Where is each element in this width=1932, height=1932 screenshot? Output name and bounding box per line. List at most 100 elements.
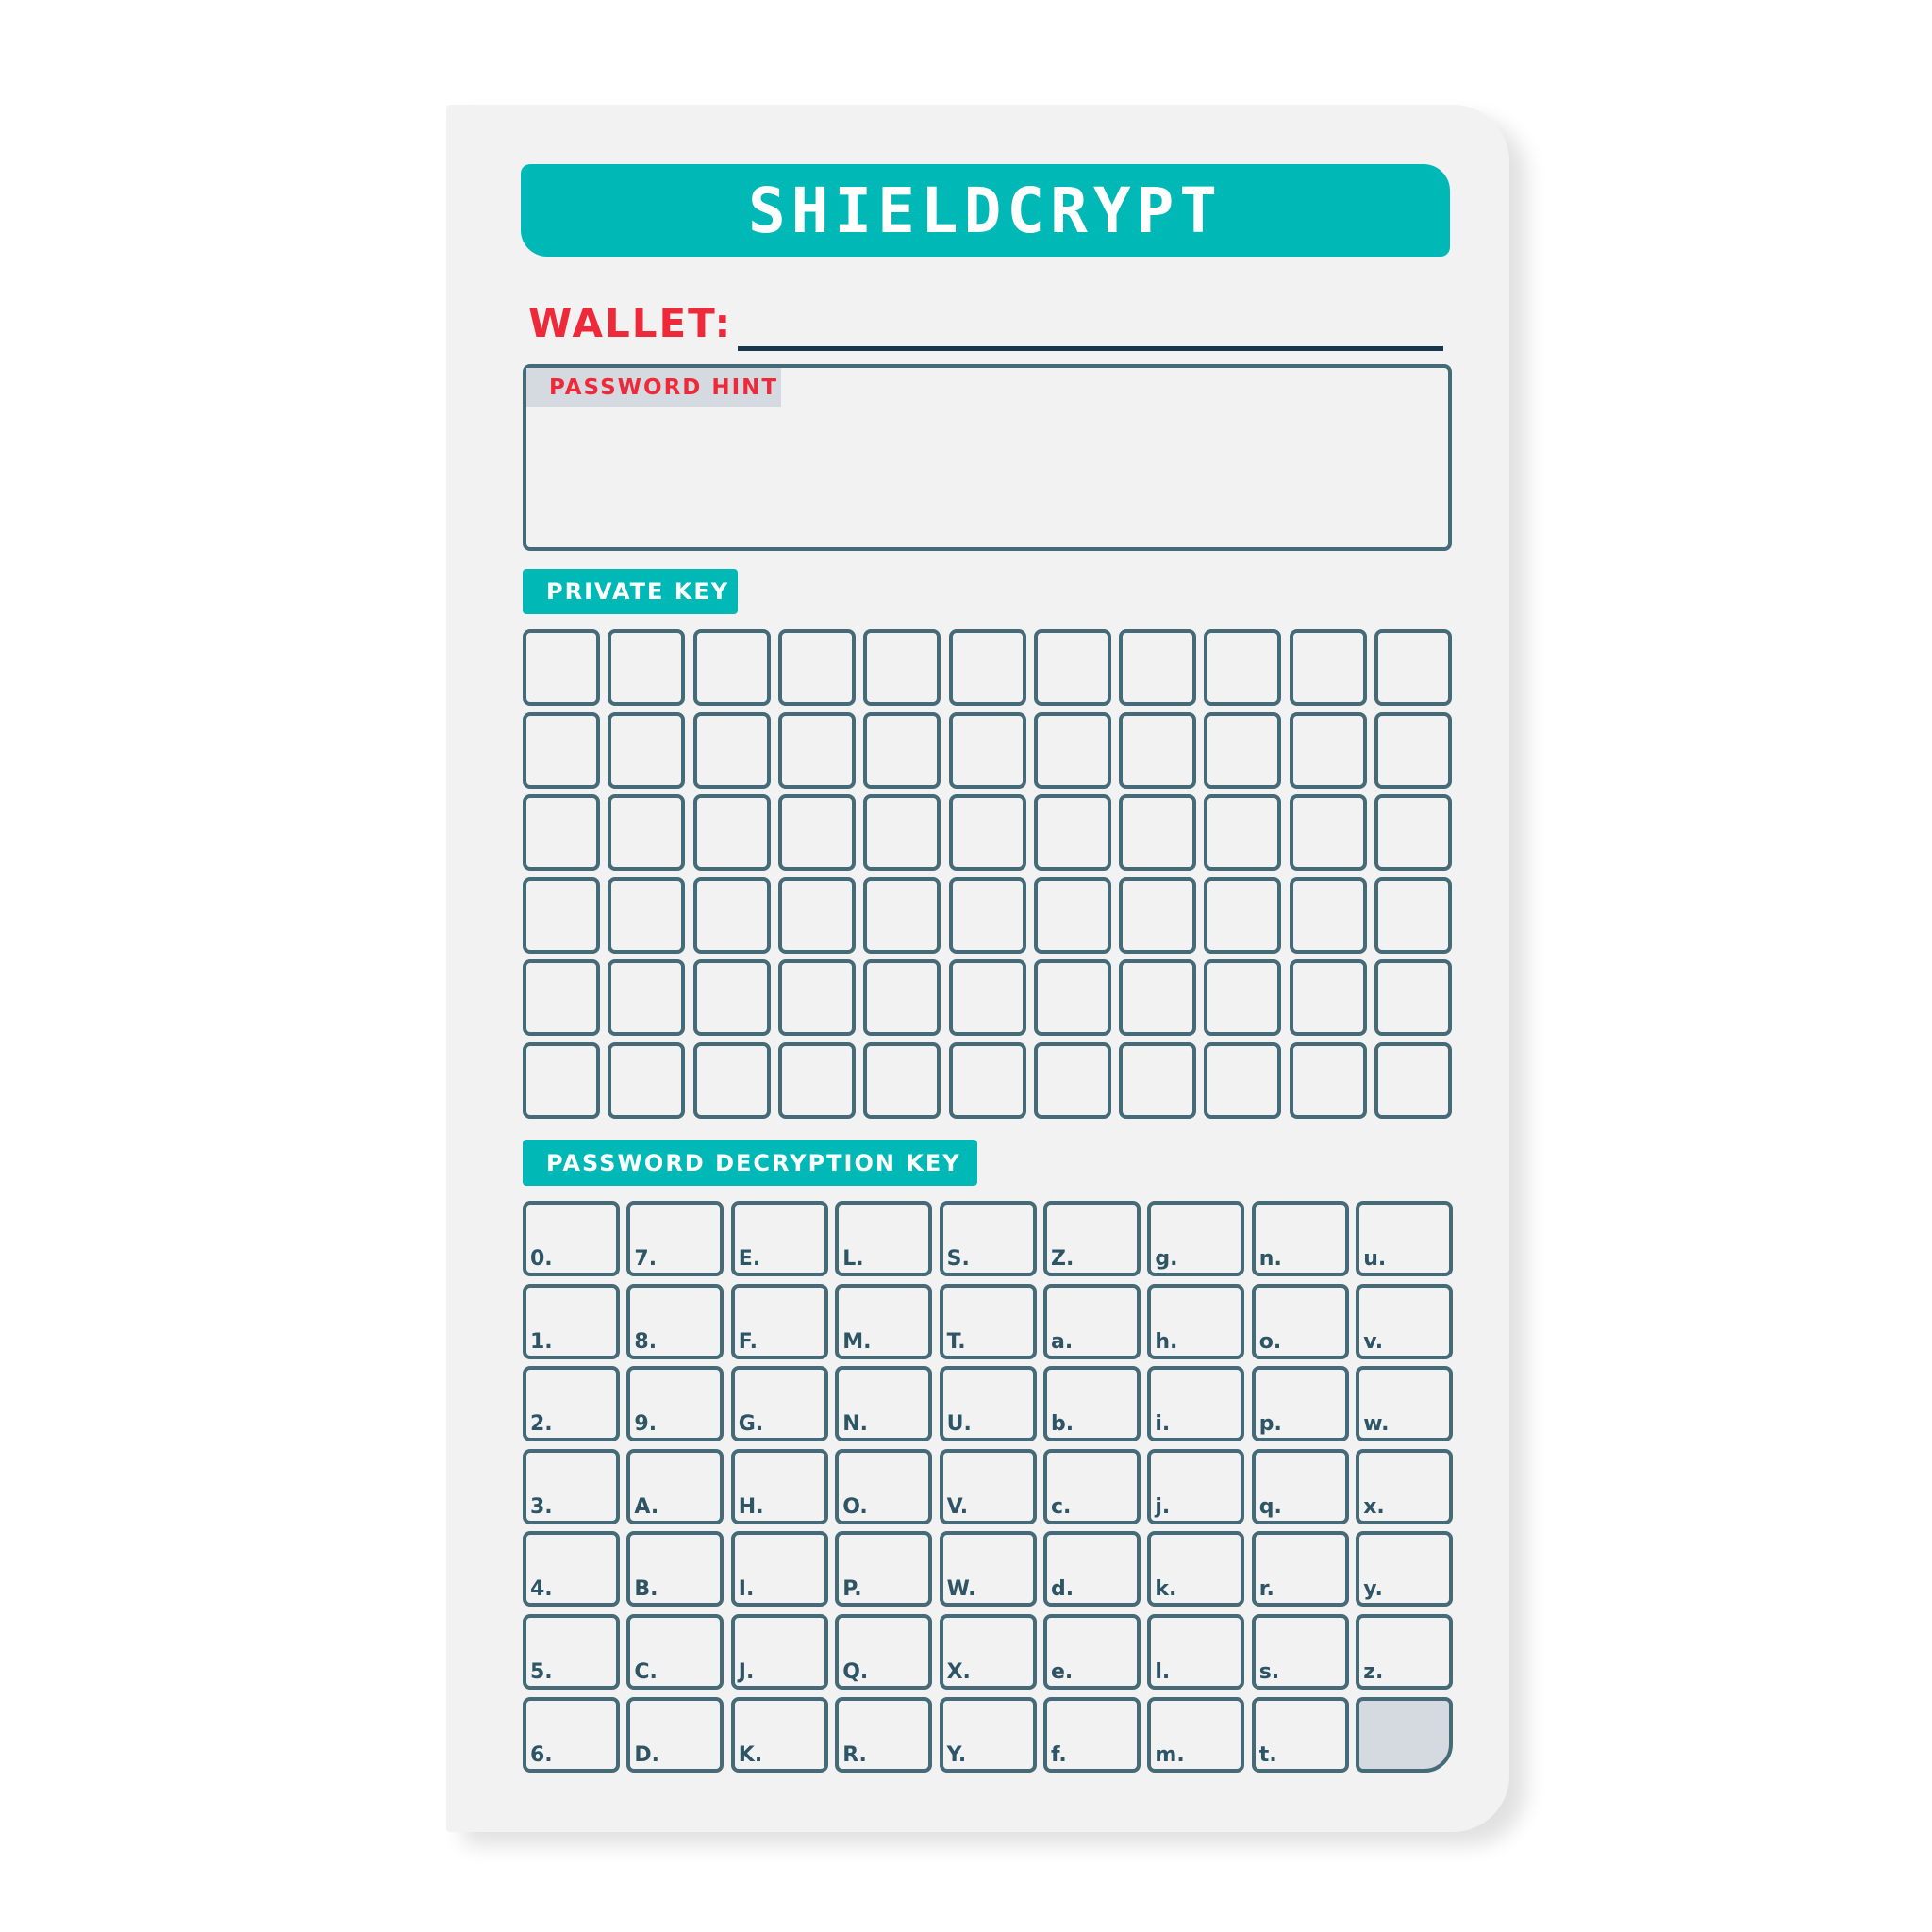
decryption-key-cell[interactable]: 5. <box>523 1614 620 1690</box>
decryption-key-cell[interactable]: 2. <box>523 1366 620 1442</box>
decryption-key-cell[interactable]: X. <box>939 1614 1037 1690</box>
decryption-key-cell[interactable]: R. <box>835 1696 933 1773</box>
private-key-cell[interactable] <box>777 711 856 789</box>
private-key-cell[interactable] <box>777 794 856 871</box>
private-key-cell[interactable] <box>1374 711 1452 789</box>
private-key-cell[interactable] <box>948 876 1026 954</box>
decryption-key-cell[interactable]: O. <box>835 1448 933 1524</box>
private-key-cell[interactable] <box>1289 1041 1367 1119</box>
private-key-cell[interactable] <box>777 629 856 706</box>
private-key-cell[interactable] <box>948 959 1026 1036</box>
decryption-key-cell[interactable]: r. <box>1251 1531 1349 1607</box>
private-key-cell[interactable] <box>1204 711 1282 789</box>
decryption-key-cell[interactable]: p. <box>1251 1366 1349 1442</box>
decryption-key-cell[interactable]: 8. <box>626 1283 724 1359</box>
private-key-cell[interactable] <box>1289 629 1367 706</box>
decryption-key-cell[interactable]: f. <box>1043 1696 1141 1773</box>
private-key-cell[interactable] <box>608 1041 686 1119</box>
private-key-cell[interactable] <box>1289 876 1367 954</box>
decryption-key-cell[interactable]: o. <box>1251 1283 1349 1359</box>
private-key-cell[interactable] <box>948 794 1026 871</box>
private-key-cell[interactable] <box>692 1041 771 1119</box>
private-key-cell[interactable] <box>692 629 771 706</box>
decryption-key-cell[interactable]: 7. <box>626 1201 724 1276</box>
decryption-key-cell[interactable]: T. <box>939 1283 1037 1359</box>
decryption-key-cell[interactable] <box>1356 1696 1454 1773</box>
private-key-cell[interactable] <box>1033 1041 1111 1119</box>
decryption-key-cell[interactable]: S. <box>939 1201 1037 1276</box>
private-key-cell[interactable] <box>692 959 771 1036</box>
decryption-key-cell[interactable]: l. <box>1147 1614 1245 1690</box>
decryption-key-cell[interactable]: G. <box>730 1366 828 1442</box>
decryption-key-cell[interactable]: U. <box>939 1366 1037 1442</box>
decryption-key-cell[interactable]: D. <box>626 1696 724 1773</box>
decryption-key-cell[interactable]: z. <box>1356 1614 1454 1690</box>
private-key-cell[interactable] <box>1119 1041 1197 1119</box>
private-key-cell[interactable] <box>777 876 856 954</box>
private-key-cell[interactable] <box>1033 794 1111 871</box>
decryption-key-cell[interactable]: Z. <box>1043 1201 1141 1276</box>
private-key-cell[interactable] <box>948 711 1026 789</box>
private-key-cell[interactable] <box>863 711 941 789</box>
decryption-key-cell[interactable]: d. <box>1043 1531 1141 1607</box>
decryption-key-cell[interactable]: s. <box>1251 1614 1349 1690</box>
private-key-cell[interactable] <box>523 711 600 789</box>
private-key-cell[interactable] <box>1204 876 1282 954</box>
private-key-cell[interactable] <box>1289 794 1367 871</box>
password-hint-box[interactable]: PASSWORD HINT <box>523 364 1452 551</box>
private-key-cell[interactable] <box>1374 794 1452 871</box>
decryption-key-cell[interactable]: J. <box>730 1614 828 1690</box>
private-key-cell[interactable] <box>1033 876 1111 954</box>
private-key-cell[interactable] <box>1289 959 1367 1036</box>
decryption-key-cell[interactable]: m. <box>1147 1696 1245 1773</box>
private-key-cell[interactable] <box>692 711 771 789</box>
private-key-cell[interactable] <box>1119 794 1197 871</box>
private-key-cell[interactable] <box>863 959 941 1036</box>
decryption-key-cell[interactable]: W. <box>939 1531 1037 1607</box>
decryption-key-cell[interactable]: P. <box>835 1531 933 1607</box>
private-key-cell[interactable] <box>1119 629 1197 706</box>
private-key-cell[interactable] <box>1033 959 1111 1036</box>
private-key-cell[interactable] <box>1374 1041 1452 1119</box>
private-key-cell[interactable] <box>777 959 856 1036</box>
decryption-key-cell[interactable]: a. <box>1043 1283 1141 1359</box>
decryption-key-cell[interactable]: L. <box>835 1201 933 1276</box>
private-key-cell[interactable] <box>523 959 600 1036</box>
decryption-key-cell[interactable]: 3. <box>523 1448 620 1524</box>
decryption-key-cell[interactable]: 1. <box>523 1283 620 1359</box>
decryption-key-cell[interactable]: y. <box>1356 1531 1454 1607</box>
private-key-cell[interactable] <box>948 629 1026 706</box>
decryption-key-cell[interactable]: K. <box>730 1696 828 1773</box>
decryption-key-cell[interactable]: M. <box>835 1283 933 1359</box>
decryption-key-cell[interactable]: E. <box>730 1201 828 1276</box>
wallet-field[interactable] <box>738 346 1443 351</box>
private-key-cell[interactable] <box>948 1041 1026 1119</box>
decryption-key-cell[interactable]: w. <box>1356 1366 1454 1442</box>
decryption-key-cell[interactable]: 0. <box>523 1201 620 1276</box>
decryption-key-cell[interactable]: n. <box>1251 1201 1349 1276</box>
private-key-cell[interactable] <box>1119 959 1197 1036</box>
decryption-key-cell[interactable]: e. <box>1043 1614 1141 1690</box>
private-key-cell[interactable] <box>1204 794 1282 871</box>
decryption-key-cell[interactable]: c. <box>1043 1448 1141 1524</box>
private-key-cell[interactable] <box>1119 711 1197 789</box>
decryption-key-cell[interactable]: N. <box>835 1366 933 1442</box>
decryption-key-cell[interactable]: t. <box>1251 1696 1349 1773</box>
private-key-cell[interactable] <box>523 794 600 871</box>
decryption-key-cell[interactable]: 6. <box>523 1696 620 1773</box>
decryption-key-cell[interactable]: i. <box>1147 1366 1245 1442</box>
decryption-key-cell[interactable]: B. <box>626 1531 724 1607</box>
private-key-cell[interactable] <box>1374 629 1452 706</box>
decryption-key-cell[interactable]: v. <box>1356 1283 1454 1359</box>
decryption-key-cell[interactable]: F. <box>730 1283 828 1359</box>
decryption-key-cell[interactable]: g. <box>1147 1201 1245 1276</box>
decryption-key-cell[interactable]: H. <box>730 1448 828 1524</box>
private-key-cell[interactable] <box>863 794 941 871</box>
private-key-cell[interactable] <box>608 629 686 706</box>
private-key-cell[interactable] <box>608 711 686 789</box>
private-key-cell[interactable] <box>863 876 941 954</box>
decryption-key-cell[interactable]: u. <box>1356 1201 1454 1276</box>
private-key-cell[interactable] <box>523 876 600 954</box>
decryption-key-cell[interactable]: 9. <box>626 1366 724 1442</box>
private-key-cell[interactable] <box>863 629 941 706</box>
